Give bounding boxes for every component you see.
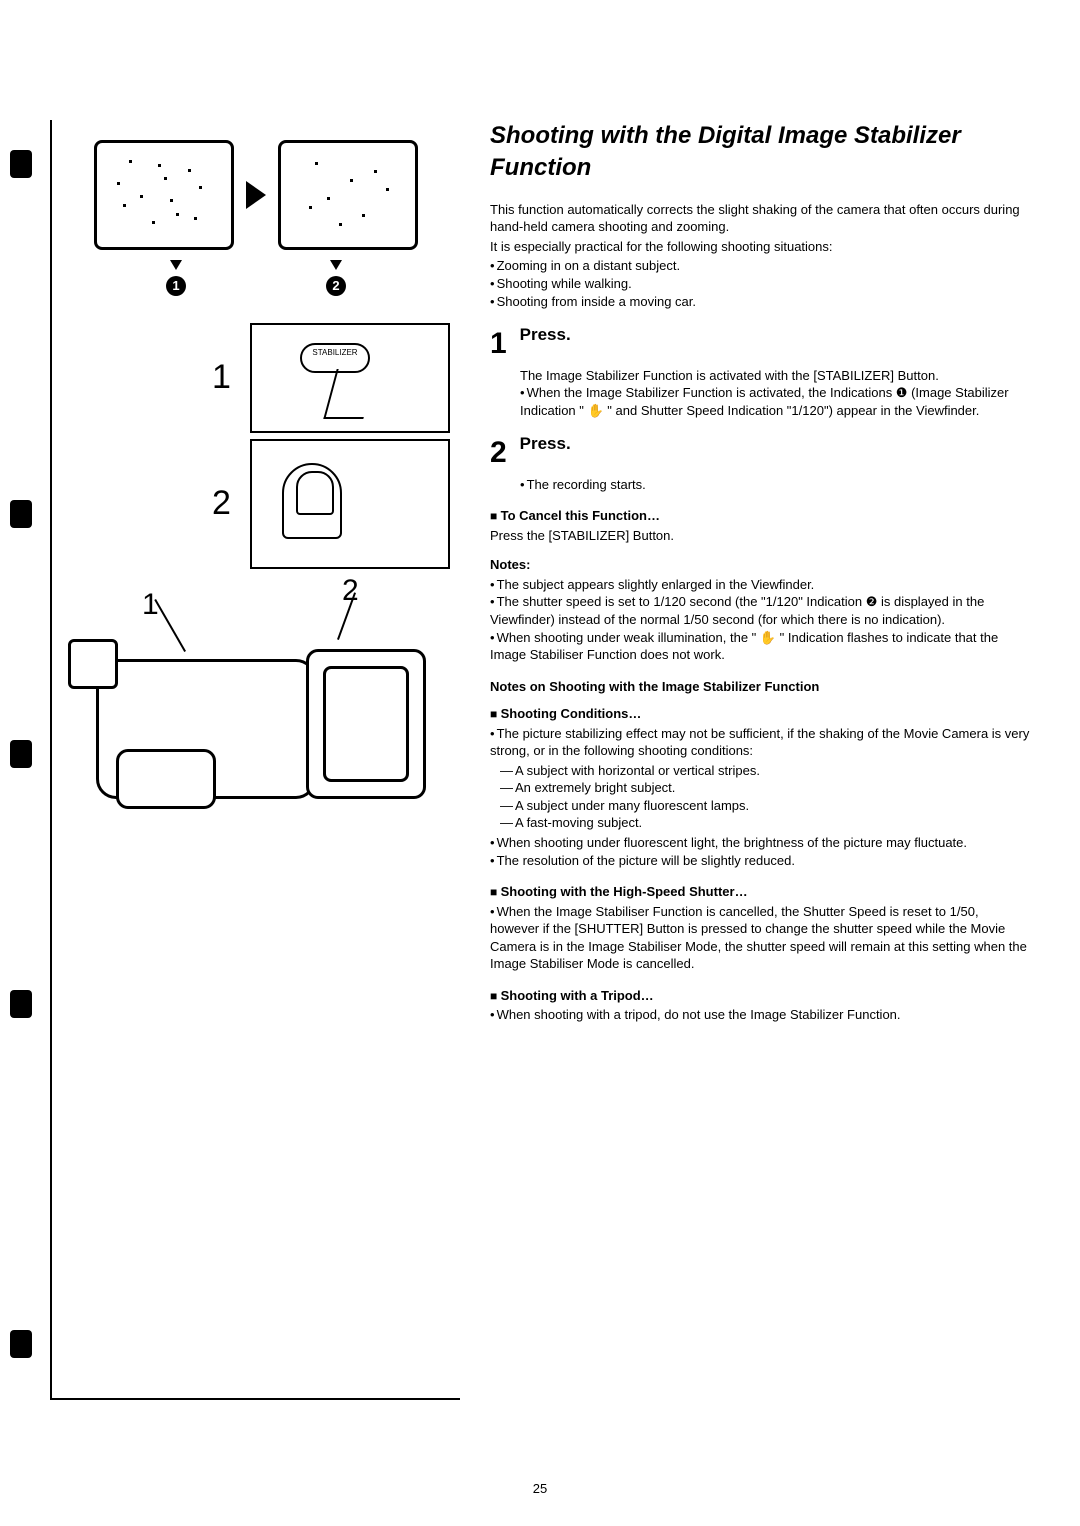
thumb-press-icon (282, 463, 342, 539)
situation-item: Shooting while walking. (490, 275, 1030, 293)
dash-item: A subject under many fluorescent lamps. (500, 797, 1030, 815)
step-1: 1 Press. The Image Stabilizer Function i… (490, 324, 1030, 419)
viewfinder-shaky (94, 140, 234, 250)
step-bullet: When the Image Stabilizer Function is ac… (520, 384, 1030, 419)
note-item: The shutter speed is set to 1/120 second… (490, 593, 1030, 628)
situation-list: Zooming in on a distant subject. Shootin… (490, 257, 1030, 310)
conditions-head: Shooting Conditions… (490, 705, 1030, 723)
indicator-2-icon: 2 (326, 276, 346, 296)
page-number: 25 (533, 1480, 547, 1498)
conditions-dash-list: A subject with horizontal or vertical st… (500, 762, 1030, 832)
viewfinder-markers: 1 2 (96, 260, 416, 299)
dash-item: A fast-moving subject. (500, 814, 1030, 832)
step-line: The Image Stabilizer Function is activat… (520, 367, 1030, 385)
notes-list: The subject appears slightly enlarged in… (490, 576, 1030, 664)
conditions-tail: When shooting under fluorescent light, t… (490, 834, 1030, 852)
step-panel-1: 1 STABILIZER (250, 323, 450, 433)
dash-item: A subject with horizontal or vertical st… (500, 762, 1030, 780)
binder-hole (10, 500, 32, 528)
situation-item: Zooming in on a distant subject. (490, 257, 1030, 275)
binder-hole (10, 990, 32, 1018)
conditions-lead: The picture stabilizing effect may not b… (490, 725, 1030, 760)
note-item: The subject appears slightly enlarged in… (490, 576, 1030, 594)
conditions-tail: The resolution of the picture will be sl… (490, 852, 1030, 870)
step-2: 2 Press. The recording starts. (490, 433, 1030, 493)
binder-hole (10, 1330, 32, 1358)
hispeed-body: When the Image Stabiliser Function is ca… (490, 903, 1030, 973)
indicator-1-icon: 1 (166, 276, 186, 296)
tripod-head: Shooting with a Tripod… (490, 987, 1030, 1005)
note-item: When shooting under weak illumination, t… (490, 629, 1030, 664)
tripod-body: When shooting with a tripod, do not use … (490, 1006, 1030, 1024)
dash-item: An extremely bright subject. (500, 779, 1030, 797)
intro-p1: This function automatically corrects the… (490, 201, 1030, 236)
camera-illustration (76, 599, 436, 859)
arrow-right-icon (246, 181, 266, 209)
figure-column: 1 2 1 STABILIZER 2 1 2 (50, 120, 460, 1400)
step-panel-num: 1 (212, 355, 231, 401)
cancel-head: To Cancel this Function… (490, 507, 1030, 525)
step-panel-2: 2 (250, 439, 450, 569)
page-title: Shooting with the Digital Image Stabiliz… (490, 120, 1030, 185)
step-bullet: The recording starts. (520, 476, 1030, 494)
situation-item: Shooting from inside a moving car. (490, 293, 1030, 311)
text-column: Shooting with the Digital Image Stabiliz… (490, 120, 1030, 1400)
step-panel-num: 2 (212, 481, 231, 527)
cancel-body: Press the [STABILIZER] Button. (490, 527, 1030, 545)
step-head: Press. (520, 324, 571, 347)
hispeed-head: Shooting with the High-Speed Shutter… (490, 883, 1030, 901)
intro-p2: It is especially practical for the follo… (490, 238, 1030, 256)
notes2-head: Notes on Shooting with the Image Stabili… (490, 678, 1030, 696)
step-head: Press. (520, 433, 571, 456)
binder-hole (10, 150, 32, 178)
step-number: 2 (490, 433, 516, 474)
notes-head: Notes: (490, 556, 1030, 574)
viewfinder-comparison (62, 140, 450, 250)
intro-block: This function automatically corrects the… (490, 201, 1030, 310)
binder-hole (10, 740, 32, 768)
viewfinder-stable (278, 140, 418, 250)
step-number: 1 (490, 324, 516, 365)
